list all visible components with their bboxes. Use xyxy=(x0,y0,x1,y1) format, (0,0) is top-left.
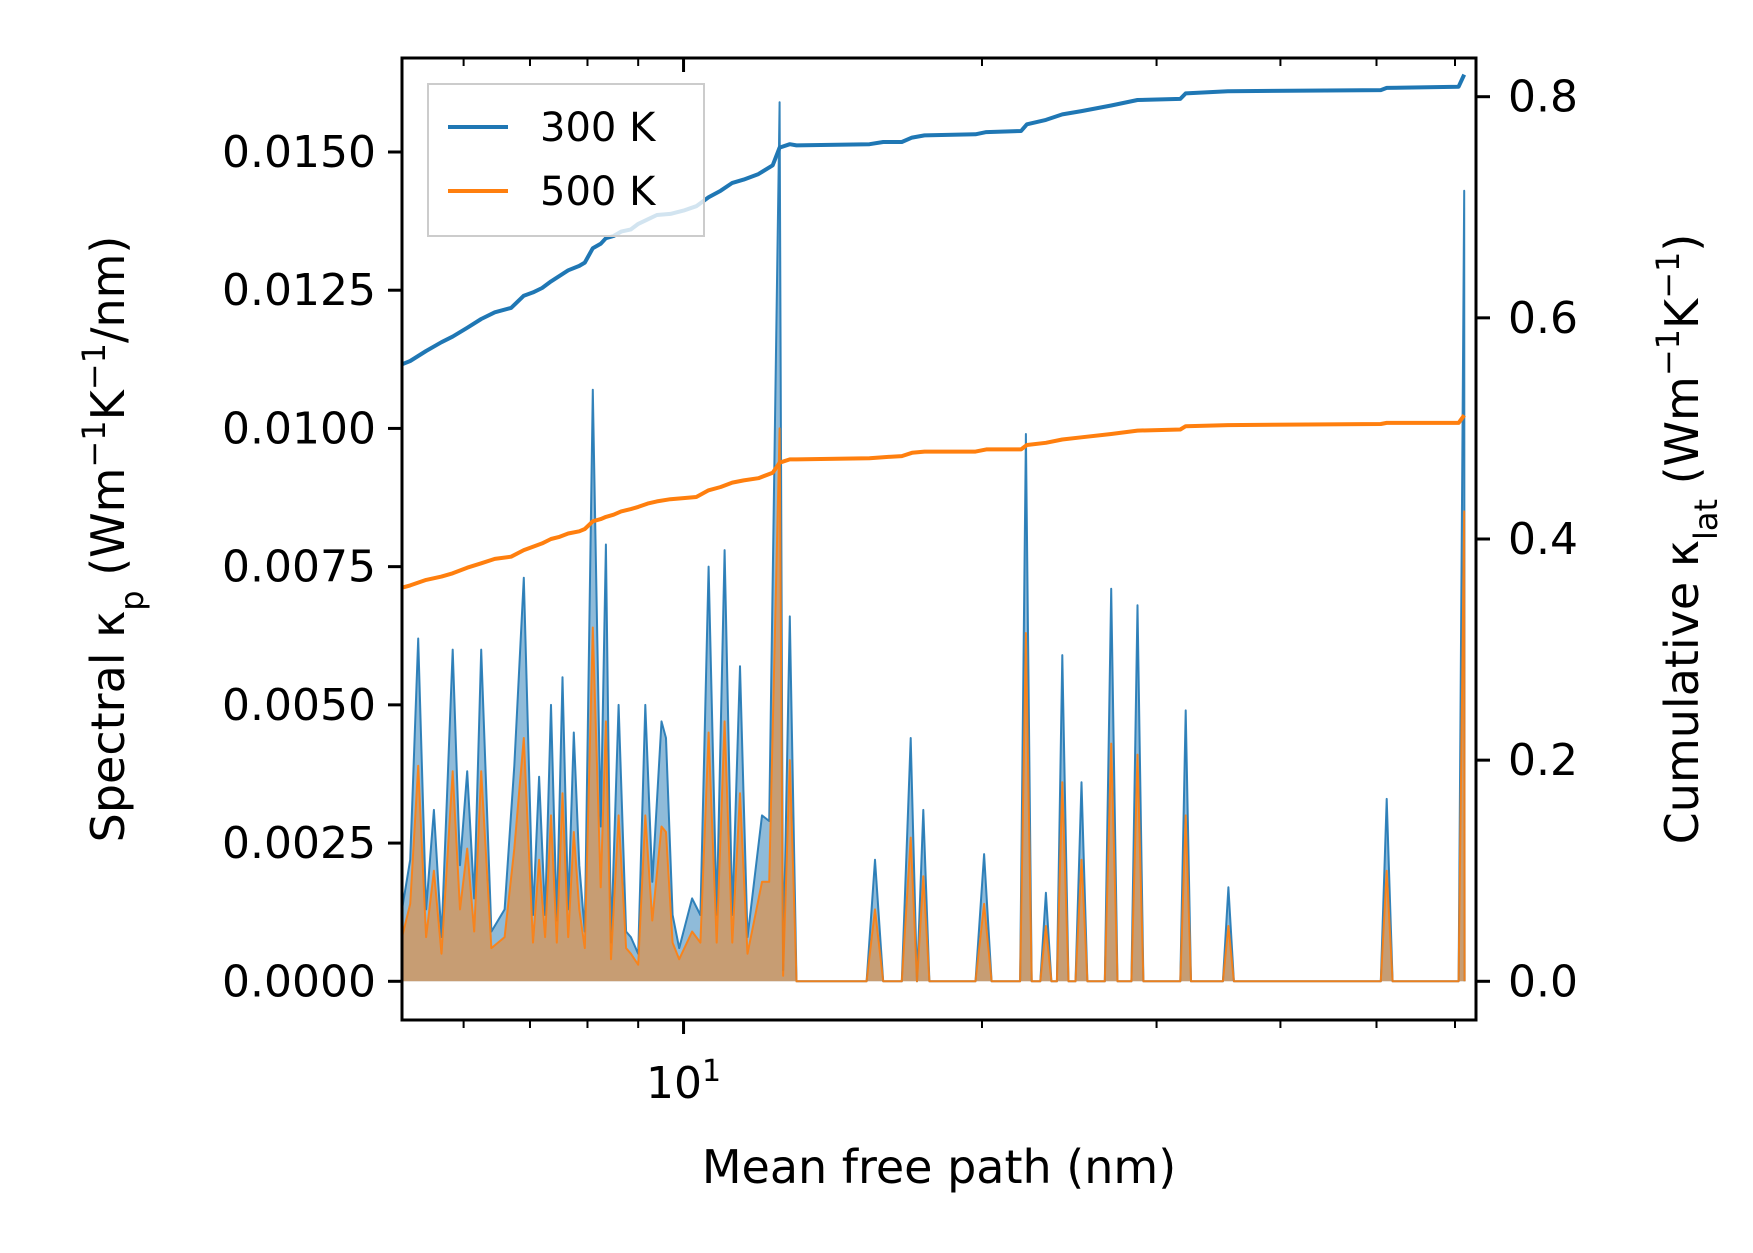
right-y-axis-label: Cumulative κlat (Wm−1K−1) xyxy=(1649,234,1725,845)
spectral-lines xyxy=(401,101,1466,983)
left-y-tick-label: 0.0125 xyxy=(222,265,376,316)
spectral-line-500k xyxy=(401,427,1466,983)
left-y-axis-label: Spectral κp (Wm−1K−1/nm) xyxy=(75,236,151,843)
left-y-tick-label: 0.0075 xyxy=(222,542,376,593)
right-y-tick-label: 0.0 xyxy=(1508,956,1578,1007)
spectral-fills xyxy=(402,102,1465,982)
legend: 300 K 500 K xyxy=(427,83,705,237)
left-y-tick-label: 0.0050 xyxy=(222,680,376,731)
spectral-fill-300k xyxy=(402,102,1465,982)
cumulative-line-300k xyxy=(401,73,1467,367)
cumulative-lines xyxy=(401,73,1467,590)
spectral-line-300k xyxy=(401,101,1466,983)
legend-label-300k: 300 K xyxy=(540,105,657,151)
axis-ticks xyxy=(388,58,1490,1034)
x-major-tick-label: 101 xyxy=(646,1054,721,1110)
right-y-tick-label: 0.8 xyxy=(1508,72,1578,123)
left-y-tick-label: 0.0150 xyxy=(222,127,376,178)
spectral-fill-500k xyxy=(402,428,1465,982)
axis-tick-labels: 0.00000.00250.00500.00750.01000.01250.01… xyxy=(222,72,1578,1109)
left-y-tick-label: 0.0000 xyxy=(222,956,376,1007)
right-y-tick-label: 0.4 xyxy=(1508,514,1578,565)
left-y-tick-label: 0.0100 xyxy=(222,403,376,454)
plot-area xyxy=(401,73,1467,983)
right-y-tick-label: 0.2 xyxy=(1508,735,1578,786)
x-axis-label: Mean free path (nm) xyxy=(702,1140,1176,1194)
right-y-tick-label: 0.6 xyxy=(1508,293,1578,344)
cumulative-line-500k xyxy=(401,414,1466,590)
legend-box xyxy=(427,83,705,237)
legend-label-500k: 500 K xyxy=(540,169,657,215)
left-y-tick-label: 0.0025 xyxy=(222,818,376,869)
